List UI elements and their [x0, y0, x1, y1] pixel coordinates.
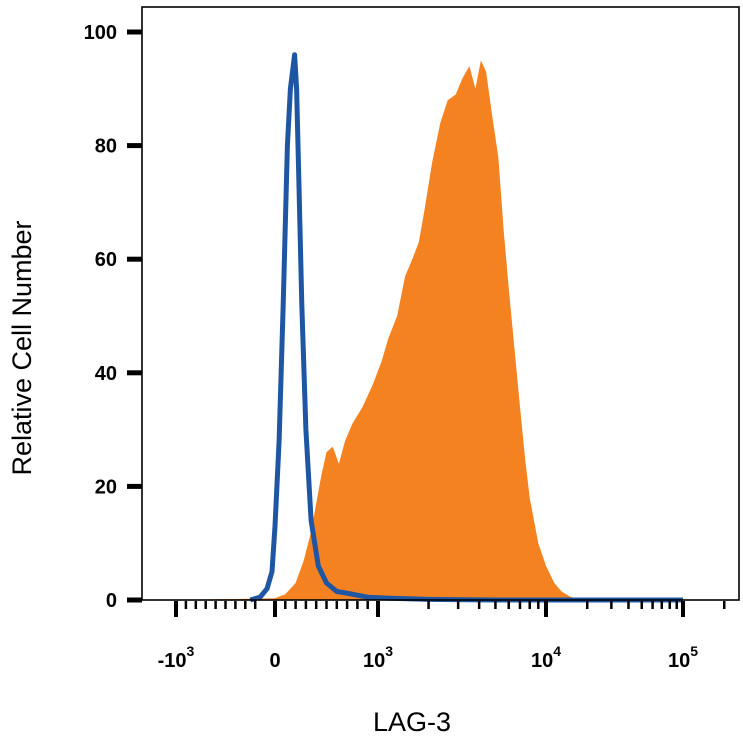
- y-tick-label: 0: [106, 590, 117, 612]
- x-tick-label: 0: [269, 650, 280, 672]
- y-axis: 0 20 40 60 80 100: [84, 22, 142, 612]
- x-tick-label: 103: [363, 643, 393, 672]
- plot-frame: [141, 6, 740, 601]
- y-tick-label: 80: [95, 136, 117, 158]
- x-axis-label: LAG-3: [373, 707, 451, 737]
- series-1-filled-histogram: [176, 60, 683, 600]
- x-tick-label: -103: [158, 643, 195, 672]
- y-tick-label: 100: [84, 22, 117, 44]
- y-tick-label: 60: [95, 249, 117, 271]
- plot-series: [176, 52, 683, 603]
- x-tick-label: 104: [531, 643, 561, 672]
- x-axis: -103 0 103 104 105: [158, 601, 726, 672]
- y-tick-label: 20: [95, 476, 117, 498]
- y-tick-label: 40: [95, 363, 117, 385]
- y-axis-label: Relative Cell Number: [7, 220, 37, 475]
- x-tick-label: 105: [668, 643, 698, 672]
- series-0-outline-histogram: [249, 52, 683, 603]
